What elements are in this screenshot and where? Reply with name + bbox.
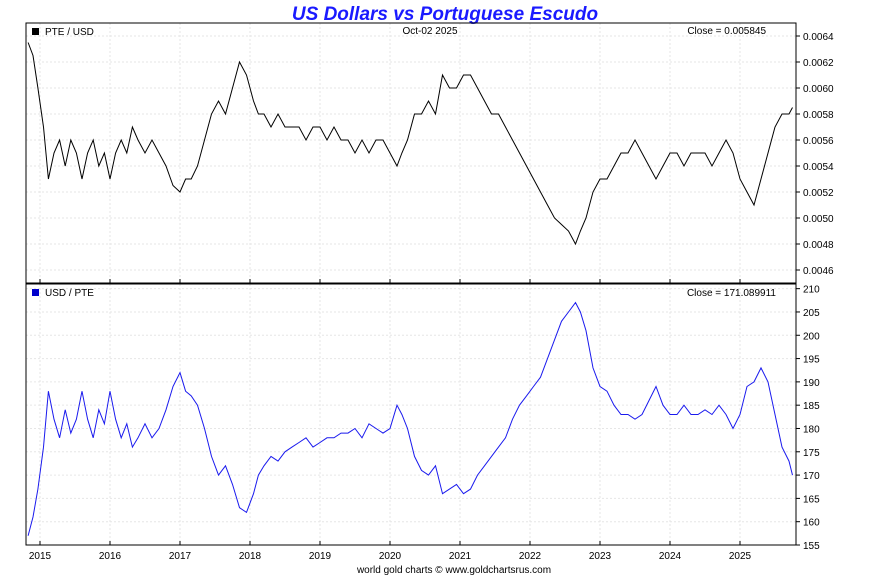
x-tick-label: 2022 xyxy=(519,551,542,562)
series-line-pte-usd xyxy=(27,42,793,246)
y-tick-label: 160 xyxy=(803,518,820,529)
date-label: Oct-02 2025 xyxy=(402,26,457,37)
x-tick-label: 2024 xyxy=(659,551,682,562)
y-axis-pte-usd: 0.0064 0.0062 0.0060 0.0058 0.0056 0.0054 0.00… xyxy=(796,32,834,277)
y-tick-label: 0.0064 xyxy=(803,32,834,43)
x-tick-label: 2017 xyxy=(169,551,192,562)
y-tick-label: 0.0056 xyxy=(803,136,834,147)
y-tick-label: 180 xyxy=(803,424,820,435)
x-tick-label: 2015 xyxy=(29,551,52,562)
y-tick-label: 195 xyxy=(803,355,820,366)
y-tick-label: 175 xyxy=(803,448,820,459)
grid-pte-usd xyxy=(26,23,796,283)
y-tick-label: 0.0052 xyxy=(803,188,834,199)
y-tick-label: 200 xyxy=(803,331,820,342)
series-line-usd-pte xyxy=(27,301,793,536)
y-tick-label: 210 xyxy=(803,285,820,296)
legend-label-usd-pte: USD / PTE xyxy=(45,288,94,299)
x-tick-label: 2020 xyxy=(379,551,402,562)
y-tick-label: 0.0046 xyxy=(803,266,834,277)
panel-usd-pte: USD / PTE Close = 171.089911 210 205 200 19… xyxy=(25,283,820,552)
legend-swatch-usd-pte xyxy=(32,289,39,296)
panel-frame-usd-pte xyxy=(25,283,797,546)
y-tick-label: 0.0058 xyxy=(803,110,834,121)
y-tick-label: 165 xyxy=(803,494,820,505)
legend-swatch-pte-usd xyxy=(32,28,39,35)
x-axis: 2015 2016 2017 2018 2019 2020 2021 2022 2023 2024… xyxy=(29,551,752,562)
y-tick-label: 0.0060 xyxy=(803,84,834,95)
x-tick-label: 2018 xyxy=(239,551,262,562)
legend-label-pte-usd: PTE / USD xyxy=(45,27,94,38)
footer-credit: world gold charts © www.goldchartsrus.co… xyxy=(356,565,551,575)
y-tick-label: 0.0050 xyxy=(803,214,834,225)
x-tick-label: 2016 xyxy=(99,551,122,562)
panel-pte-usd: PTE / USD Close = 0.005845 0.00640.00620… xyxy=(25,22,834,284)
y-tick-label: 155 xyxy=(803,541,820,552)
x-tick-label: 2023 xyxy=(589,551,612,562)
y-tick-label: 205 xyxy=(803,308,820,319)
y-tick-label: 190 xyxy=(803,378,820,389)
y-tick-label: 170 xyxy=(803,471,820,482)
chart-title: US Dollars vs Portuguese Escudo xyxy=(292,4,598,25)
panel-frame-pte-usd xyxy=(25,22,797,284)
y-tick-label: 0.0062 xyxy=(803,58,834,69)
grid-usd-pte xyxy=(26,284,796,546)
x-tick-label: 2019 xyxy=(309,551,332,562)
y-tick-label: 0.0048 xyxy=(803,240,834,251)
y-tick-label: 0.0054 xyxy=(803,162,834,173)
y-tick-label: 185 xyxy=(803,401,820,412)
x-tick-label: 2021 xyxy=(449,551,472,562)
x-tick-label: 2025 xyxy=(729,551,752,562)
y-axis-usd-pte: 210 205 200 195 190 185 180 175 170 165 160 155 xyxy=(796,285,820,552)
close-label-pte-usd: Close = 0.005845 xyxy=(687,26,766,37)
close-label-usd-pte: Close = 171.089911 xyxy=(687,288,776,299)
